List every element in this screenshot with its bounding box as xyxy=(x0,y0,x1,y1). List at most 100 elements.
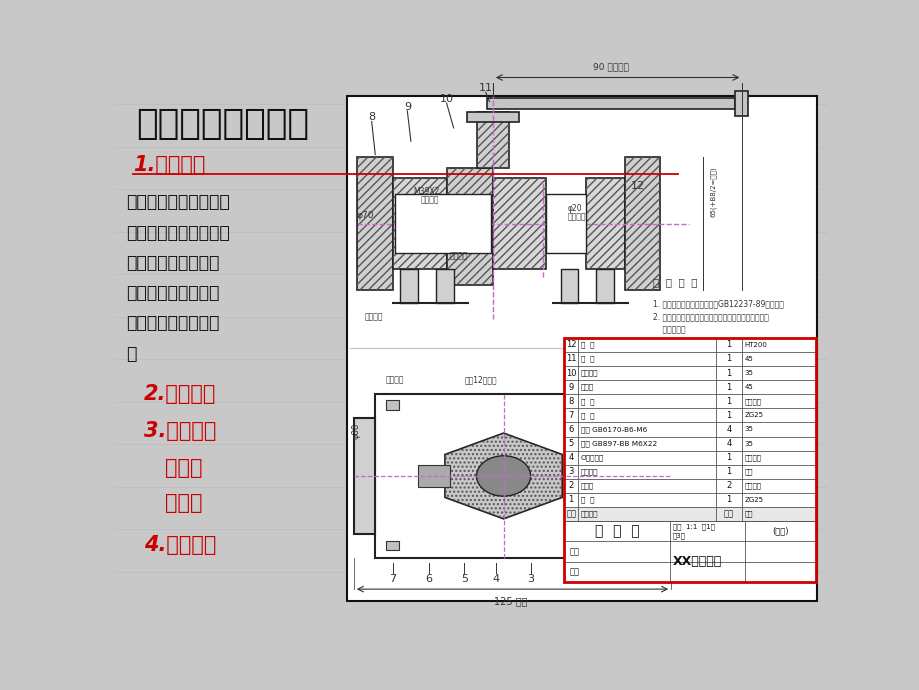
Text: 阀  体: 阀 体 xyxy=(580,497,594,503)
Bar xyxy=(346,96,816,601)
Text: 定位、部件的安装和: 定位、部件的安装和 xyxy=(126,284,219,302)
Text: 2: 2 xyxy=(726,482,731,491)
Text: 黄铜: 黄铜 xyxy=(743,469,752,475)
Text: 12: 12 xyxy=(630,181,644,191)
Text: 35: 35 xyxy=(743,370,753,376)
Bar xyxy=(493,179,546,268)
Bar xyxy=(357,157,392,290)
Bar xyxy=(466,112,518,121)
Text: 6: 6 xyxy=(568,425,573,434)
Text: 4: 4 xyxy=(493,573,499,584)
Bar xyxy=(585,179,624,268)
Text: 45: 45 xyxy=(743,356,753,362)
Text: 1: 1 xyxy=(726,411,731,420)
Circle shape xyxy=(476,456,530,496)
Text: 1: 1 xyxy=(726,340,731,349)
Text: 盘螺母: 盘螺母 xyxy=(580,384,594,391)
Text: 标题栏: 标题栏 xyxy=(165,493,202,513)
Text: 耐油橡胶: 耐油橡胶 xyxy=(743,482,761,489)
Text: 2: 2 xyxy=(574,573,582,584)
Text: 1: 1 xyxy=(726,495,731,504)
Text: 混油石棉: 混油石棉 xyxy=(743,398,761,404)
Text: 35: 35 xyxy=(743,426,753,433)
Text: 外形零件的主要结构: 外形零件的主要结构 xyxy=(126,315,219,333)
Bar xyxy=(624,400,637,410)
Bar xyxy=(386,400,398,410)
Text: 装配图的基本组成: 装配图的基本组成 xyxy=(136,107,309,141)
Text: 6: 6 xyxy=(425,573,432,584)
Text: 10: 10 xyxy=(565,368,575,377)
Text: 比例  1:1  共1张: 比例 1:1 共1张 xyxy=(672,524,714,531)
Text: 方可投产。: 方可投产。 xyxy=(652,326,686,335)
Bar xyxy=(645,417,667,534)
Text: 10: 10 xyxy=(439,94,453,104)
Text: 9: 9 xyxy=(568,383,573,392)
Text: 零件名称: 零件名称 xyxy=(580,511,597,518)
Text: HT200: HT200 xyxy=(743,342,766,348)
Text: φ20: φ20 xyxy=(567,204,582,213)
Text: 1: 1 xyxy=(726,355,731,364)
Bar xyxy=(624,541,637,551)
Bar xyxy=(624,157,660,290)
Bar xyxy=(354,417,375,534)
Bar xyxy=(487,98,734,109)
Text: 65(+B8/2=高度): 65(+B8/2=高度) xyxy=(709,166,716,217)
Text: 配合尺寸: 配合尺寸 xyxy=(449,251,468,260)
Text: 125 总长: 125 总长 xyxy=(494,597,527,607)
Text: 9: 9 xyxy=(403,101,411,112)
Text: 3: 3 xyxy=(527,573,534,584)
Bar xyxy=(624,157,660,290)
Text: 1.一组视图: 1.一组视图 xyxy=(132,155,205,175)
Bar xyxy=(395,195,491,253)
Text: 审核: 审核 xyxy=(569,568,579,577)
Text: 45: 45 xyxy=(743,384,753,390)
Bar xyxy=(446,168,493,285)
Bar xyxy=(560,268,578,304)
Polygon shape xyxy=(445,433,562,519)
Bar xyxy=(375,393,645,558)
Text: 1: 1 xyxy=(726,397,731,406)
Text: 1: 1 xyxy=(726,383,731,392)
Text: 8: 8 xyxy=(368,112,375,122)
Text: 1: 1 xyxy=(726,368,731,377)
Bar xyxy=(563,338,815,582)
Text: 序号: 序号 xyxy=(565,510,575,519)
Text: O形密封圈: O形密封圈 xyxy=(580,455,604,461)
Text: 7: 7 xyxy=(568,411,573,420)
Text: 明细表: 明细表 xyxy=(165,458,202,478)
Text: 1: 1 xyxy=(726,453,731,462)
Text: 螺母 GB6170-B6-M6: 螺母 GB6170-B6-M6 xyxy=(580,426,646,433)
Bar xyxy=(392,179,446,268)
Text: 90 重要尺寸: 90 重要尺寸 xyxy=(592,62,628,71)
Text: φ70: φ70 xyxy=(357,211,374,220)
Text: M39X2: M39X2 xyxy=(413,187,439,196)
Text: 填  料: 填 料 xyxy=(580,398,594,404)
Text: 截  止  阀: 截 止 阀 xyxy=(594,524,639,538)
Text: 1: 1 xyxy=(726,467,731,476)
Text: 反映部件的工作原理、: 反映部件的工作原理、 xyxy=(126,193,229,211)
Text: ZG25: ZG25 xyxy=(743,497,763,503)
Text: φ88: φ88 xyxy=(351,423,359,439)
Bar xyxy=(493,179,546,268)
Bar xyxy=(417,465,449,486)
Text: 12: 12 xyxy=(565,340,575,349)
Text: 耐油橡胶: 耐油橡胶 xyxy=(743,455,761,461)
Text: 3: 3 xyxy=(568,467,573,476)
Text: 11: 11 xyxy=(478,83,493,93)
Text: 阀  盖: 阀 盖 xyxy=(580,412,594,419)
Text: 拆去12号零件: 拆去12号零件 xyxy=(464,375,496,384)
Bar xyxy=(477,112,508,168)
Text: 等: 等 xyxy=(126,345,136,363)
Text: 4: 4 xyxy=(726,425,731,434)
Text: 安装尺寸: 安装尺寸 xyxy=(364,312,382,321)
Bar xyxy=(585,179,624,268)
Bar xyxy=(734,91,747,116)
Text: 螺栓 GB897-BB M6X22: 螺栓 GB897-BB M6X22 xyxy=(580,440,656,447)
Text: 密封圈: 密封圈 xyxy=(580,482,594,489)
Text: (图号): (图号) xyxy=(772,526,788,536)
Bar xyxy=(392,179,446,268)
Bar xyxy=(596,268,614,304)
Text: 球形阀瓣: 球形阀瓣 xyxy=(580,469,597,475)
Text: 7: 7 xyxy=(389,573,396,584)
Bar xyxy=(386,541,398,551)
